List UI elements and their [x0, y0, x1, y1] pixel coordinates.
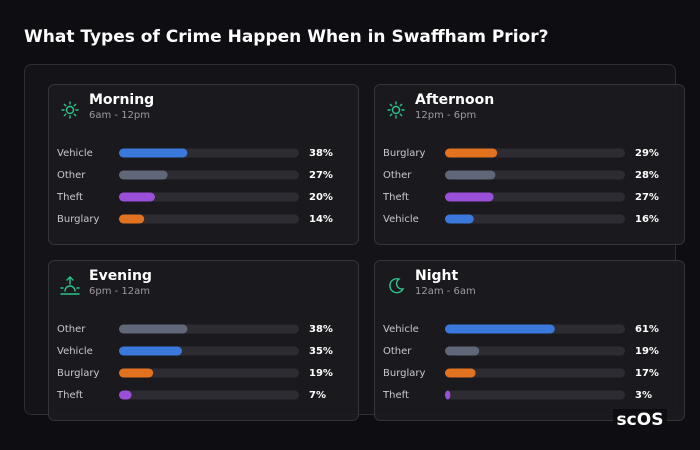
bar	[445, 390, 451, 400]
bar-track	[119, 390, 299, 400]
bar-track	[119, 192, 299, 202]
panel-subtitle: 12am - 6am	[415, 286, 476, 297]
icon-part	[73, 113, 77, 117]
value-label: 28%	[635, 170, 659, 181]
logo-bg	[613, 409, 667, 430]
value-label: 19%	[635, 346, 659, 357]
bar	[445, 192, 494, 202]
value-label: 16%	[635, 214, 659, 225]
value-label: 7%	[309, 390, 326, 401]
bar-track	[445, 390, 625, 400]
panel-title: Morning	[89, 92, 154, 108]
bar	[445, 324, 555, 334]
category-label: Theft	[56, 390, 83, 401]
bar-track	[445, 368, 625, 378]
value-label: 20%	[309, 192, 333, 203]
bar	[445, 214, 474, 224]
value-label: 38%	[309, 148, 333, 159]
category-label: Vehicle	[383, 324, 419, 335]
bar	[119, 192, 155, 202]
icon-part	[399, 103, 403, 107]
category-label: Vehicle	[383, 214, 419, 225]
value-label: 3%	[635, 390, 652, 401]
bar	[119, 324, 188, 334]
category-label: Burglary	[57, 214, 99, 225]
time-icon	[387, 101, 405, 119]
icon-part	[66, 276, 74, 285]
bar	[445, 170, 496, 180]
category-label: Other	[383, 346, 412, 357]
category-label: Theft	[382, 192, 409, 203]
bar	[445, 148, 498, 158]
bar-track	[119, 368, 299, 378]
icon-part	[63, 113, 67, 117]
icon-part	[389, 277, 405, 294]
category-label: Theft	[382, 390, 409, 401]
category-label: Burglary	[383, 368, 425, 379]
category-label: Vehicle	[57, 148, 93, 159]
bar	[119, 214, 145, 224]
page-title: What Types of Crime Happen When in Swaff…	[24, 27, 548, 47]
panel	[374, 260, 685, 421]
category-label: Other	[57, 324, 86, 335]
bar	[119, 170, 168, 180]
category-label: Other	[57, 170, 86, 181]
icon-part	[64, 285, 76, 292]
time-icon	[60, 276, 80, 295]
panels: Morning 6am - 12pm Vehicle 38% Other 27% Theft…	[48, 84, 685, 421]
panel	[48, 84, 359, 245]
bar-track	[119, 214, 299, 224]
value-label: 35%	[309, 346, 333, 357]
panel-title: Evening	[89, 268, 152, 284]
icon-part	[399, 113, 403, 117]
bar	[119, 148, 188, 158]
bar	[445, 346, 480, 356]
bar-track	[445, 214, 625, 224]
category-label: Burglary	[383, 148, 425, 159]
panel-subtitle: 12pm - 6pm	[415, 110, 476, 121]
category-label: Other	[383, 170, 412, 181]
brand-logo: scOS	[617, 410, 664, 430]
panel	[374, 84, 685, 245]
value-label: 61%	[635, 324, 659, 335]
bar-track	[445, 346, 625, 356]
bar	[119, 390, 132, 400]
time-icon	[389, 277, 405, 294]
value-label: 27%	[635, 192, 659, 203]
icon-part	[73, 103, 77, 107]
bar	[119, 346, 182, 356]
panel-title: Night	[415, 268, 459, 284]
icon-part	[391, 105, 401, 115]
bar	[119, 368, 154, 378]
value-label: 27%	[309, 170, 333, 181]
icon-part	[389, 113, 393, 117]
panel	[48, 260, 359, 421]
icon-part	[65, 105, 75, 115]
bar	[445, 368, 476, 378]
category-label: Theft	[56, 192, 83, 203]
time-icon	[61, 101, 79, 119]
category-label: Vehicle	[57, 346, 93, 357]
value-label: 29%	[635, 148, 659, 159]
value-label: 17%	[635, 368, 659, 379]
panel-title: Afternoon	[415, 92, 494, 108]
icon-part	[389, 103, 393, 107]
category-label: Burglary	[57, 368, 99, 379]
value-label: 19%	[309, 368, 333, 379]
icon-part	[63, 103, 67, 107]
value-label: 38%	[309, 324, 333, 335]
panel-subtitle: 6pm - 12am	[89, 286, 150, 297]
panel-subtitle: 6am - 12pm	[89, 110, 150, 121]
value-label: 14%	[309, 214, 333, 225]
